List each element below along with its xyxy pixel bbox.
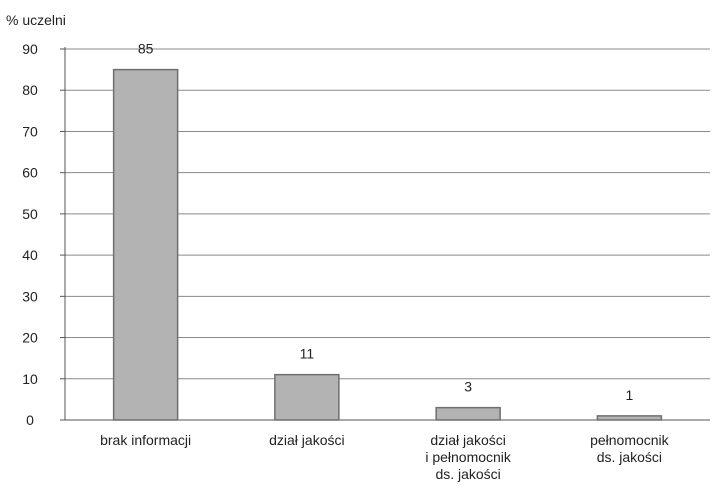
bar	[435, 406, 501, 421]
y-tick-label: 30	[22, 288, 38, 304]
data-label: 11	[300, 346, 315, 362]
y-tick-label: 20	[22, 330, 38, 346]
y-tick-label: 40	[22, 247, 38, 263]
data-label: 1	[625, 387, 633, 403]
bar	[596, 415, 663, 421]
y-axis-ticks: 0 10 20 30 40 50 60 70 80 90	[22, 41, 65, 428]
x-tick-label: dział jakości i pełnomocnik ds. jakości	[425, 432, 512, 482]
x-tick-label: dział jakości	[269, 432, 344, 448]
x-tick-label: brak informacji	[100, 432, 191, 448]
y-tick-label: 70	[22, 123, 38, 139]
bar	[274, 373, 340, 421]
data-labels: 85 11 3 1	[138, 41, 634, 403]
bars	[112, 68, 663, 421]
y-axis-title: % uczelni	[6, 12, 66, 28]
x-tick-label: pełnomocnik ds. jakości	[590, 432, 670, 465]
y-tick-label: 90	[22, 41, 38, 57]
y-tick-label: 80	[22, 82, 38, 98]
data-label: 85	[138, 41, 154, 57]
x-axis-labels: brak informacji dział jakości dział jakośc…	[100, 432, 670, 482]
bar	[112, 68, 179, 421]
y-tick-label: 60	[22, 165, 38, 181]
y-tick-label: 0	[26, 412, 34, 428]
y-tick-label: 50	[22, 206, 38, 222]
y-tick-label: 10	[22, 371, 38, 387]
data-label: 3	[464, 379, 472, 395]
